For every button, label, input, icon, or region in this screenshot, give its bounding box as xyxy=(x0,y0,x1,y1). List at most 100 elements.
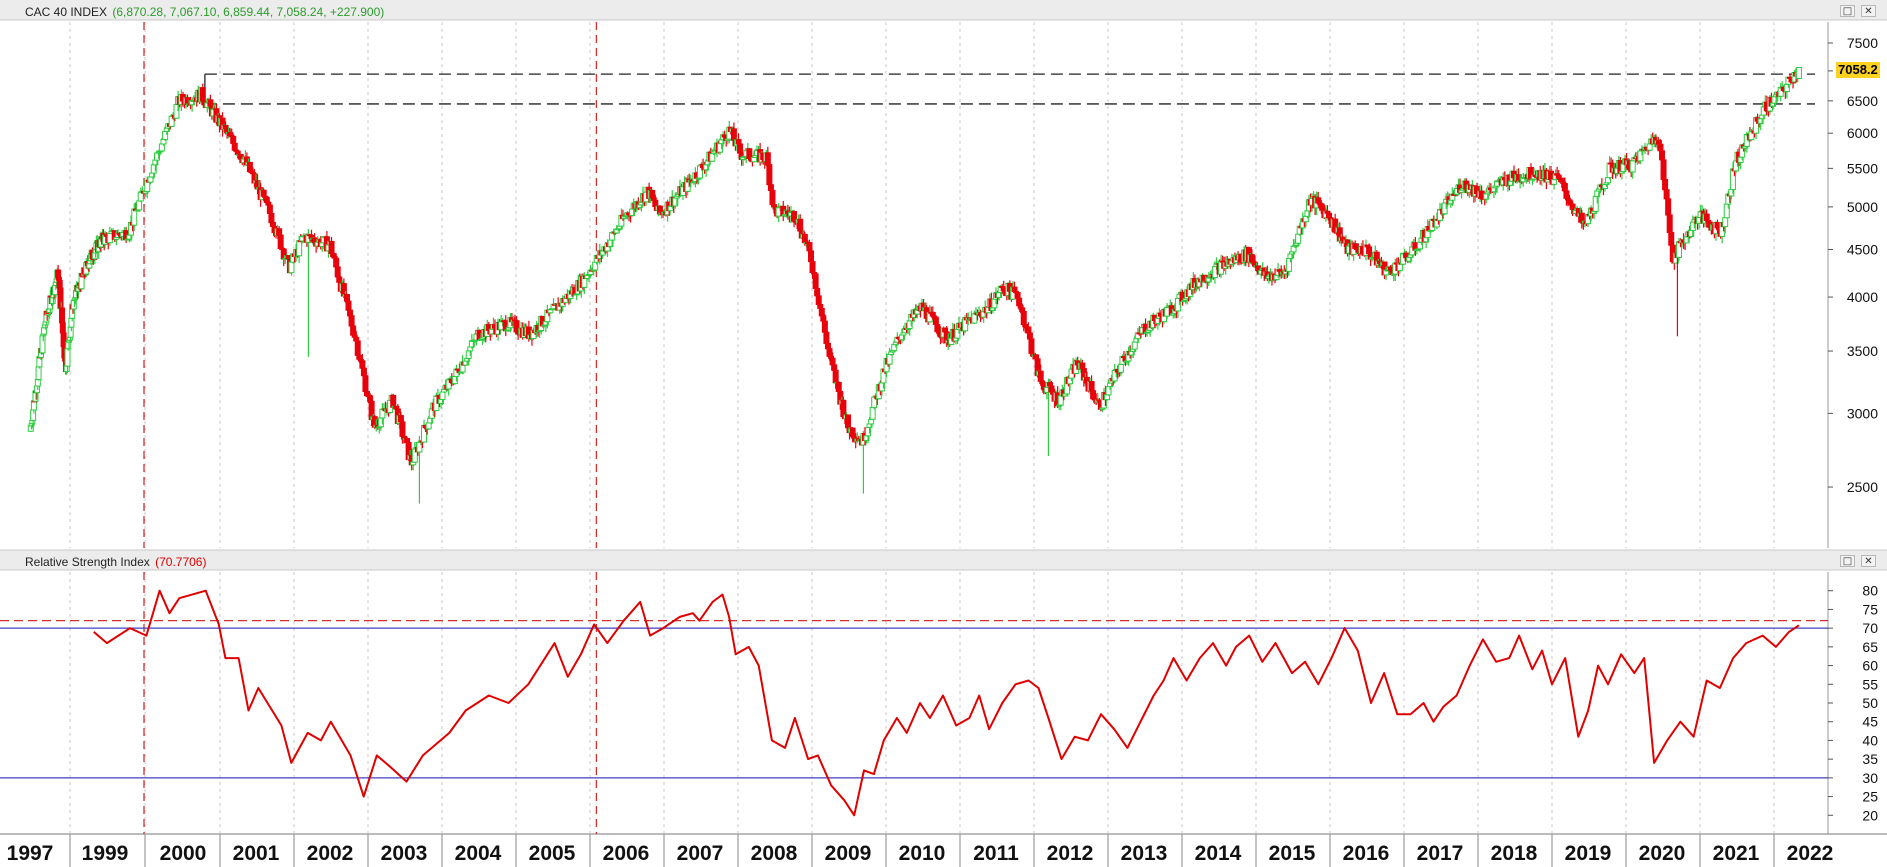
candle xyxy=(59,307,66,325)
price-y-tick-label: 3500 xyxy=(1847,343,1878,359)
price-y-tick-label: 3000 xyxy=(1847,405,1878,421)
candle-body xyxy=(343,293,350,302)
x-tick-label: 2001 xyxy=(233,842,280,865)
candle-body xyxy=(296,240,303,257)
price-y-tick-label: 7500 xyxy=(1847,35,1878,51)
price-y-tick-label: 6500 xyxy=(1847,93,1878,109)
price-y-tick-label: 5500 xyxy=(1847,160,1878,176)
price-title-bar xyxy=(0,0,1887,20)
candle-body xyxy=(818,307,825,317)
candle-body xyxy=(404,437,411,444)
candle-body xyxy=(30,409,37,421)
x-tick-label: 2010 xyxy=(899,842,946,865)
rsi-maximize-icon[interactable]: □ xyxy=(1840,555,1855,567)
rsi-y-tick-label: 65 xyxy=(1862,639,1878,655)
x-tick-label: 2003 xyxy=(381,842,428,865)
candle-body xyxy=(65,341,72,350)
candle-body xyxy=(260,189,267,197)
candle-body xyxy=(868,418,875,425)
candle-body xyxy=(59,307,66,324)
x-tick-label: 2014 xyxy=(1195,842,1242,865)
x-tick-label: 2009 xyxy=(825,842,872,865)
candle-body xyxy=(67,326,74,338)
candle-body xyxy=(1117,363,1124,373)
x-tick-label: 2018 xyxy=(1491,842,1538,865)
x-tick-label: 2002 xyxy=(307,842,354,865)
x-tick-label: 2004 xyxy=(455,842,502,865)
vertical-grid xyxy=(69,22,1775,867)
x-tick-label: 2013 xyxy=(1121,842,1168,865)
x-tick-label: 2008 xyxy=(751,842,798,865)
x-tick-label: 2005 xyxy=(529,842,576,865)
price-y-tick-label: 4000 xyxy=(1847,289,1878,305)
candle-body xyxy=(750,156,757,163)
candle-body xyxy=(288,261,295,274)
candle-body xyxy=(34,378,41,387)
candle-body xyxy=(886,353,893,365)
candle-body xyxy=(769,189,776,206)
maximize-icon[interactable]: □ xyxy=(1840,5,1855,17)
rsi-y-tick-label: 45 xyxy=(1862,714,1878,730)
candle-body xyxy=(390,394,397,408)
candle-body xyxy=(106,232,113,244)
price-y-tick-label: 6000 xyxy=(1847,125,1878,141)
candle-body xyxy=(46,308,53,313)
candle-body xyxy=(1659,150,1665,161)
price-title: CAC 40 INDEX xyxy=(25,5,108,19)
x-tick-label: 1997 xyxy=(7,842,54,865)
rsi-y-tick-label: 30 xyxy=(1862,770,1878,786)
candle-body xyxy=(57,287,64,310)
candle-body xyxy=(39,335,46,354)
rsi-y-tick-label: 50 xyxy=(1862,695,1878,711)
x-tick-label: 2006 xyxy=(603,842,650,865)
candle-body xyxy=(68,317,75,328)
candle-body xyxy=(55,269,62,278)
x-tick-label: 2012 xyxy=(1047,842,1094,865)
x-tick-label: 1999 xyxy=(82,842,129,865)
candle-body xyxy=(439,391,446,400)
rsi-y-axis: 20 25 30 35 40 45 50 55 60 65 70 75 80 xyxy=(1828,583,1878,823)
price-y-tick-label: 4500 xyxy=(1847,241,1878,257)
last-candle xyxy=(1795,67,1802,80)
candle-body xyxy=(199,87,206,102)
rsi-title: Relative Strength Index xyxy=(25,555,150,569)
x-tick-label: 2022 xyxy=(1787,842,1834,865)
last-candle-body xyxy=(1795,67,1802,79)
candle-body xyxy=(1551,179,1558,185)
rsi-pane-title: Relative Strength Index (70.7706) xyxy=(25,555,206,569)
x-tick-label: 2015 xyxy=(1269,842,1316,865)
candle-body xyxy=(767,184,774,191)
candle-body xyxy=(34,385,41,394)
candle-body xyxy=(1663,189,1670,200)
rsi-y-tick-label: 70 xyxy=(1862,620,1878,636)
rsi-y-tick-label: 60 xyxy=(1862,658,1878,674)
price-ohlc-readout: (6,870.28, 7,067.10, 6,859.44, 7,058.24,… xyxy=(112,5,385,19)
candle-body xyxy=(147,176,154,183)
candle-body xyxy=(766,164,773,186)
x-tick-label: 2011 xyxy=(973,842,1019,865)
candlesticks xyxy=(27,67,1802,504)
candle-body xyxy=(1666,214,1673,233)
rsi-y-tick-label: 25 xyxy=(1862,789,1878,805)
candle-body xyxy=(59,322,66,334)
candle-body xyxy=(91,252,98,260)
candle-body xyxy=(1629,160,1636,173)
rsi-y-tick-label: 40 xyxy=(1862,732,1878,748)
price-y-tick-label: 5000 xyxy=(1847,199,1878,215)
candle-body xyxy=(56,279,63,289)
candle-body xyxy=(832,369,839,384)
rsi-y-tick-label: 75 xyxy=(1862,601,1878,617)
x-tick-label: 2016 xyxy=(1343,842,1390,865)
candle-body xyxy=(277,234,284,250)
rsi-close-icon[interactable]: ✕ xyxy=(1861,555,1876,567)
x-tick-label: 2020 xyxy=(1639,842,1686,865)
price-pane-title: CAC 40 INDEX (6,870.28, 7,067.10, 6,859.… xyxy=(25,5,384,19)
close-icon[interactable]: ✕ xyxy=(1861,5,1876,17)
candle-body xyxy=(131,208,138,226)
rsi-y-tick-label: 35 xyxy=(1862,751,1878,767)
x-tick-label: 2019 xyxy=(1565,842,1612,865)
rsi-title-bar xyxy=(0,550,1887,570)
